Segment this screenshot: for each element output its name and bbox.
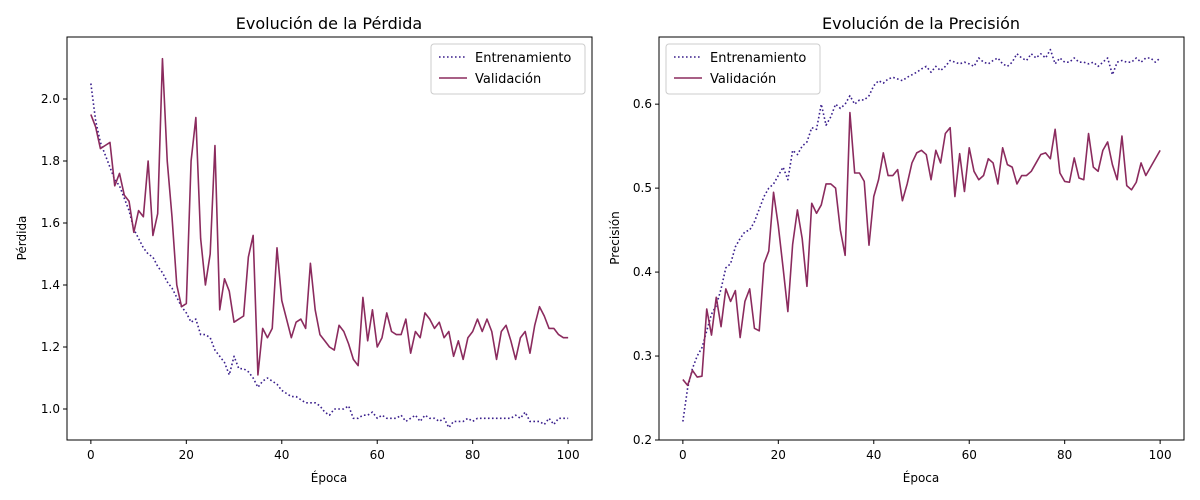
loss-legend: Entrenamiento Validación — [430, 43, 586, 95]
loss-y-axis-label: Pérdida — [15, 216, 29, 261]
loss-x-tick-label: 100 — [557, 448, 580, 462]
loss-legend-label: Validación — [475, 72, 541, 87]
loss-y-tick-label: 1.8 — [41, 154, 60, 168]
accuracy-x-tick-label: 80 — [1057, 448, 1072, 462]
accuracy-y-tick-label: 0.5 — [633, 181, 652, 195]
accuracy-chart: Evolución de la Precisión Época Precisió… — [608, 14, 1185, 485]
accuracy-series-validation-line — [682, 111, 1161, 387]
accuracy-chart-title: Evolución de la Precisión — [822, 14, 1020, 33]
loss-x-tick-label: 40 — [274, 448, 289, 462]
loss-x-tick-label: 80 — [465, 448, 480, 462]
loss-series-validation-line — [90, 57, 569, 376]
loss-x-tick-label: 0 — [87, 448, 95, 462]
accuracy-x-axis-label: Época — [903, 470, 940, 485]
accuracy-x-tick-label: 40 — [866, 448, 881, 462]
accuracy-ticks: 0 20 40 60 80 100 0.2 0.3 0.4 0.5 0.6 — [633, 97, 1172, 462]
accuracy-series-training-line — [682, 48, 1161, 422]
loss-x-axis-label: Época — [311, 470, 348, 485]
accuracy-plot-frame — [658, 36, 1185, 441]
accuracy-y-axis-label: Precisión — [608, 211, 622, 265]
accuracy-legend-label: Validación — [710, 72, 776, 87]
loss-legend-box — [430, 43, 586, 95]
loss-plot-frame — [66, 36, 593, 441]
loss-y-tick-label: 1.0 — [41, 402, 60, 416]
loss-y-tick-label: 1.6 — [41, 216, 60, 230]
loss-chart: Evolución de la Pérdida Época Pérdida 0 2… — [15, 14, 593, 485]
loss-ticks: 0 20 40 60 80 100 1.0 1.2 1.4 1.6 1.8 2.0 — [41, 92, 580, 462]
accuracy-y-tick-label: 0.2 — [633, 433, 652, 447]
accuracy-legend: Entrenamiento Validación — [665, 43, 821, 95]
loss-lines — [90, 57, 569, 429]
accuracy-x-tick-label: 20 — [771, 448, 786, 462]
accuracy-x-tick-label: 60 — [962, 448, 977, 462]
accuracy-x-tick-label: 100 — [1149, 448, 1172, 462]
accuracy-y-tick-label: 0.4 — [633, 265, 652, 279]
loss-legend-label: Entrenamiento — [475, 51, 571, 66]
accuracy-y-tick-label: 0.6 — [633, 97, 652, 111]
loss-x-tick-label: 20 — [179, 448, 194, 462]
loss-y-tick-label: 1.2 — [41, 340, 60, 354]
accuracy-lines — [682, 48, 1161, 422]
loss-series-training-line — [90, 83, 569, 429]
accuracy-legend-label: Entrenamiento — [710, 51, 806, 66]
accuracy-x-tick-label: 0 — [679, 448, 687, 462]
loss-x-tick-label: 60 — [370, 448, 385, 462]
accuracy-y-tick-label: 0.3 — [633, 349, 652, 363]
loss-y-tick-label: 1.4 — [41, 278, 60, 292]
accuracy-legend-box — [665, 43, 821, 95]
loss-y-tick-label: 2.0 — [41, 92, 60, 106]
loss-chart-title: Evolución de la Pérdida — [236, 14, 422, 33]
